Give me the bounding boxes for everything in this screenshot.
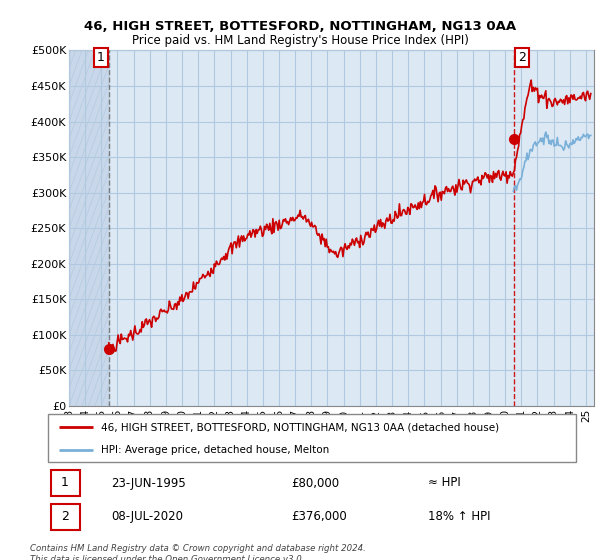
Text: 2: 2 [61, 510, 69, 523]
FancyBboxPatch shape [50, 503, 80, 530]
Text: 1: 1 [61, 477, 69, 489]
Text: £376,000: £376,000 [291, 510, 347, 523]
Text: 23-JUN-1995: 23-JUN-1995 [112, 477, 186, 489]
Text: Contains HM Land Registry data © Crown copyright and database right 2024.
This d: Contains HM Land Registry data © Crown c… [30, 544, 366, 560]
Text: £80,000: £80,000 [291, 477, 339, 489]
Text: 46, HIGH STREET, BOTTESFORD, NOTTINGHAM, NG13 0AA (detached house): 46, HIGH STREET, BOTTESFORD, NOTTINGHAM,… [101, 422, 499, 432]
Text: HPI: Average price, detached house, Melton: HPI: Average price, detached house, Melt… [101, 445, 329, 455]
Text: 2: 2 [518, 51, 526, 64]
Text: 18% ↑ HPI: 18% ↑ HPI [428, 510, 491, 523]
Text: Price paid vs. HM Land Registry's House Price Index (HPI): Price paid vs. HM Land Registry's House … [131, 34, 469, 46]
FancyBboxPatch shape [48, 414, 576, 462]
Text: ≈ HPI: ≈ HPI [428, 477, 461, 489]
Text: 46, HIGH STREET, BOTTESFORD, NOTTINGHAM, NG13 0AA: 46, HIGH STREET, BOTTESFORD, NOTTINGHAM,… [84, 20, 516, 32]
Text: 08-JUL-2020: 08-JUL-2020 [112, 510, 184, 523]
FancyBboxPatch shape [50, 470, 80, 496]
Text: 1: 1 [97, 51, 105, 64]
